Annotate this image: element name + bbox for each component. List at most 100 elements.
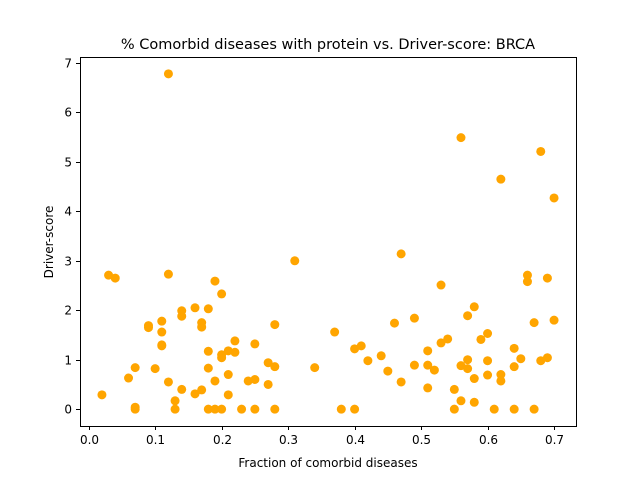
data-point-70 (423, 383, 433, 393)
data-point-31 (210, 276, 220, 286)
data-point-94 (509, 343, 519, 353)
x-tick-label: 0.0 (80, 433, 99, 447)
data-point-54 (310, 363, 320, 373)
data-point-28 (203, 346, 213, 356)
data-point-100 (529, 318, 539, 328)
data-point-4 (130, 363, 140, 373)
data-point-16 (163, 377, 173, 387)
data-point-53 (290, 256, 300, 266)
data-point-102 (536, 146, 546, 156)
data-point-34 (217, 289, 227, 299)
data-point-46 (250, 375, 260, 384)
data-point-42 (230, 347, 240, 357)
data-point-27 (203, 304, 213, 314)
data-point-74 (443, 334, 453, 344)
data-point-18 (170, 404, 180, 414)
data-point-37 (217, 404, 227, 414)
data-point-15 (163, 269, 173, 279)
data-point-90 (489, 404, 499, 414)
data-point-69 (423, 360, 433, 370)
x-tick-label: 0.4 (346, 433, 365, 447)
y-axis-label: Driver-score (42, 206, 56, 279)
plot-frame (80, 57, 577, 427)
data-point-76 (449, 404, 459, 414)
x-tick-label: 0.1 (146, 433, 165, 447)
data-point-86 (476, 334, 486, 344)
data-point-68 (423, 346, 433, 356)
data-point-87 (483, 329, 493, 338)
data-point-63 (389, 318, 399, 328)
data-point-29 (203, 363, 213, 373)
data-point-32 (210, 376, 220, 386)
data-point-105 (542, 353, 552, 363)
x-tick-label: 0.7 (545, 433, 564, 447)
chart-title: % Comorbid diseases with protein vs. Dri… (121, 37, 535, 53)
y-tick-label: 0 (64, 403, 72, 417)
data-point-10 (157, 316, 167, 326)
data-point-98 (522, 270, 532, 280)
data-point-56 (336, 404, 346, 414)
data-point-106 (549, 193, 559, 203)
data-point-65 (396, 377, 406, 387)
data-point-0 (97, 390, 107, 400)
data-point-60 (363, 356, 373, 366)
data-point-13 (157, 341, 167, 351)
data-point-21 (177, 384, 187, 394)
data-point-88 (483, 356, 493, 366)
data-point-43 (237, 404, 247, 414)
x-axis-label: Fraction of comorbid diseases (238, 456, 417, 470)
data-point-30 (203, 404, 213, 414)
data-point-41 (230, 336, 240, 346)
data-point-79 (456, 396, 466, 406)
x-tick-label: 0.3 (279, 433, 298, 447)
data-point-6 (130, 404, 140, 414)
y-tick-label: 7 (64, 57, 72, 71)
data-point-20 (177, 311, 187, 321)
data-point-92 (496, 370, 506, 380)
data-point-17 (170, 396, 180, 406)
data-point-104 (542, 273, 552, 283)
data-point-97 (516, 354, 526, 364)
data-point-52 (270, 404, 280, 414)
data-point-45 (250, 339, 260, 349)
data-point-95 (509, 362, 519, 372)
x-tick-label: 0.2 (213, 433, 232, 447)
data-point-77 (456, 133, 466, 143)
data-point-40 (223, 390, 233, 400)
data-point-75 (449, 384, 459, 394)
x-axis-ticks: 0.0 0.1 0.2 0.3 0.4 0.5 0.6 0.7 (80, 426, 564, 447)
data-point-14 (163, 69, 173, 79)
data-point-82 (463, 364, 473, 374)
data-point-3 (124, 373, 134, 383)
data-point-58 (350, 404, 360, 414)
data-point-59 (356, 341, 366, 351)
data-point-64 (396, 249, 406, 259)
y-tick-label: 6 (64, 106, 72, 120)
data-point-23 (190, 389, 200, 399)
data-point-71 (429, 365, 439, 375)
data-point-39 (223, 370, 233, 380)
data-point-81 (463, 355, 473, 365)
data-point-26 (197, 385, 207, 395)
data-point-61 (376, 351, 386, 361)
data-point-2 (110, 273, 120, 283)
x-tick-label: 0.6 (479, 433, 498, 447)
y-axis-ticks: 0 1 2 3 4 5 6 7 (64, 57, 80, 417)
data-point-83 (469, 302, 479, 312)
data-point-96 (509, 404, 519, 414)
y-tick-label: 2 (64, 304, 72, 318)
data-point-51 (270, 362, 280, 372)
y-tick-label: 3 (64, 255, 72, 269)
data-point-11 (157, 327, 167, 337)
data-point-91 (496, 174, 506, 184)
data-point-25 (197, 322, 207, 332)
data-point-89 (483, 370, 493, 380)
data-point-8 (143, 323, 153, 333)
data-point-36 (217, 353, 227, 363)
data-point-47 (250, 404, 260, 414)
data-point-99 (522, 277, 532, 287)
data-point-33 (210, 404, 220, 414)
data-point-85 (469, 397, 479, 407)
y-tick-label: 4 (64, 205, 72, 219)
